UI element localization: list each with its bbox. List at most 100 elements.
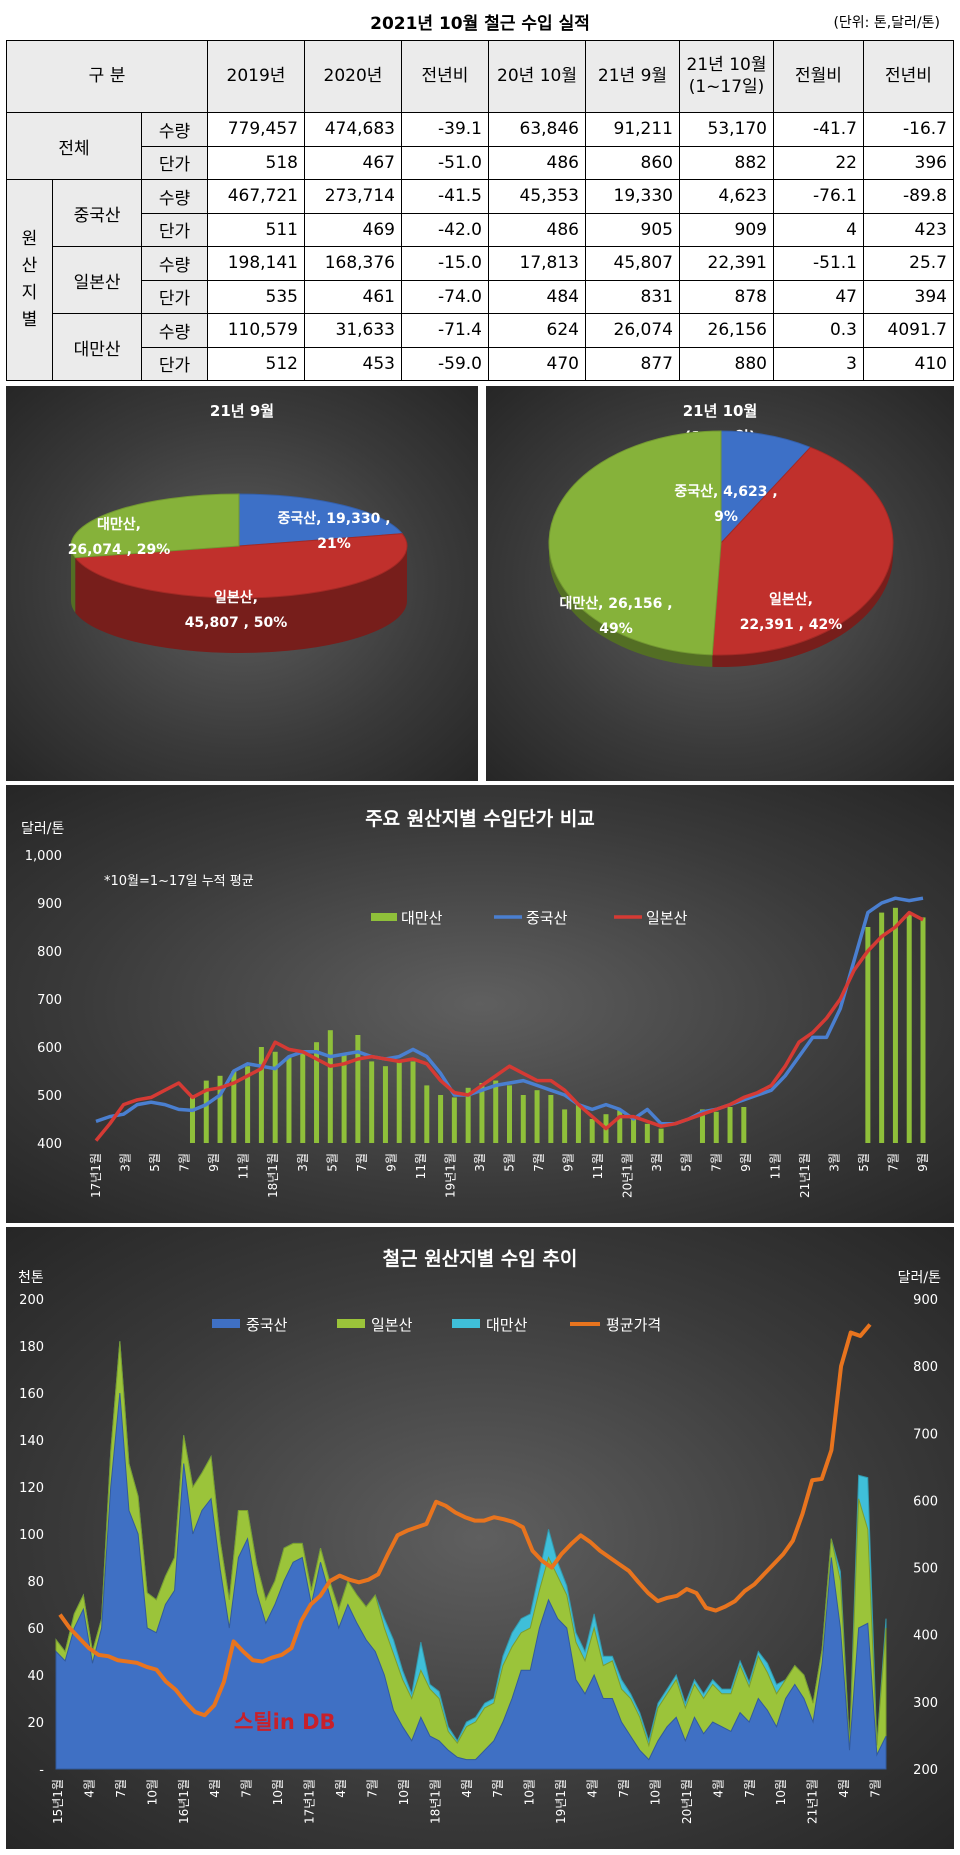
row-metric: 단가 (141, 212, 208, 247)
pie-value-대만산: 49% (599, 621, 633, 637)
pie-slice-중국산 (720, 430, 812, 545)
trend-legend-swatch (212, 1319, 240, 1328)
pie-slice-side-대만산 (71, 546, 76, 613)
import-trend-chart: 철근 원산지별 수입 추이 천톤 달러/톤 - 20 40 60 80 100 120 140 160… (6, 1227, 954, 1849)
pie-label-대만산: 대만산, (97, 516, 141, 533)
table-cell: 53,170 (679, 112, 774, 147)
trend-xtick: 10월 (523, 1779, 537, 1805)
table-cell: 394 (863, 279, 954, 314)
vert-char: 별 (21, 310, 38, 331)
trend-ytick-left: 100 (19, 1528, 44, 1543)
trend-xtick: 7월 (114, 1779, 128, 1798)
table-cell: 26,156 (679, 313, 774, 348)
table-cell: 453 (304, 346, 402, 381)
price-xtick: 7월 (355, 1153, 369, 1172)
price-bar-대만산 (465, 1087, 471, 1143)
price-bar-대만산 (589, 1119, 595, 1143)
table-cell: 26,074 (585, 313, 680, 348)
table-header-row: 구 분 2019년 2020년 전년비 20년 10월 21년 9월 21년 1… (6, 40, 954, 113)
trend-xtick: 19년1월 (554, 1779, 568, 1824)
trend-xtick: 10월 (397, 1779, 411, 1805)
price-xtick: 7월 (178, 1153, 192, 1172)
table-cell: 467,721 (207, 179, 305, 214)
price-bar-대만산 (727, 1107, 733, 1143)
table-cell: 486 (488, 212, 586, 247)
row-origin-total: 전체 (5, 112, 143, 180)
row-metric: 수량 (141, 246, 208, 281)
trend-ylabel-left: 천톤 (18, 1270, 44, 1286)
table-cell: -71.4 (401, 313, 489, 348)
price-xtick: 11월 (414, 1153, 428, 1179)
header-col: 전월비 (773, 40, 864, 113)
price-bar-대만산 (438, 1095, 444, 1143)
price-bar-대만산 (245, 1066, 251, 1143)
trend-xtick: 7월 (491, 1779, 505, 1798)
price-bar-대만산 (617, 1109, 623, 1143)
table-cell: -41.5 (401, 179, 489, 214)
table-cell: 45,353 (488, 179, 586, 214)
row-metric: 단가 (141, 145, 208, 180)
price-ylabel: 달러/톤 (21, 821, 64, 837)
trend-xtick: 7월 (743, 1779, 757, 1798)
table-cell: 467 (304, 145, 402, 180)
table-cell: 779,457 (207, 112, 305, 147)
price-xtick: 21년1월 (798, 1153, 812, 1198)
table-cell: 512 (207, 346, 305, 381)
trend-xtick: 4월 (334, 1779, 348, 1798)
trend-xtick: 7월 (365, 1779, 379, 1798)
price-ytick: 500 (37, 1089, 62, 1104)
table-cell: 909 (679, 212, 774, 247)
price-bar-대만산 (258, 1047, 264, 1143)
price-xtick: 9월 (739, 1153, 753, 1172)
table-cell: 511 (207, 212, 305, 247)
header-col: 21년 9월 (585, 40, 680, 113)
table-cell: 198,141 (207, 246, 305, 281)
price-line-일본산 (94, 910, 924, 1142)
trend-xtick: 4월 (837, 1779, 851, 1798)
price-xtick: 3월 (119, 1153, 133, 1172)
trend-xtick: 4월 (586, 1779, 600, 1798)
vert-char: 산 (21, 255, 38, 276)
table-cell: 882 (679, 145, 774, 180)
table-cell: -89.8 (863, 179, 954, 214)
price-bar-대만산 (906, 912, 912, 1143)
table-cell: 461 (304, 279, 402, 314)
pie-label-일본산: 일본산, (214, 589, 258, 606)
pie-label-일본산: 일본산, (769, 591, 813, 608)
table-cell: 4,623 (679, 179, 774, 214)
price-bar-대만산 (865, 927, 871, 1143)
trend-xtick: 4월 (711, 1779, 725, 1798)
price-bar-대만산 (272, 1051, 278, 1143)
trend-ytick-right: 700 (913, 1427, 938, 1442)
price-xtick: 3월 (827, 1153, 841, 1172)
table-cell: 45,807 (585, 246, 680, 281)
trend-legend-swatch (337, 1319, 365, 1328)
row-metric: 단가 (141, 346, 208, 381)
price-xtick: 9월 (384, 1153, 398, 1172)
trend-xtick: 10월 (271, 1779, 285, 1805)
price-bar-대만산 (203, 1080, 209, 1143)
price-bar-대만산 (507, 1085, 512, 1143)
watermark-logo: 스틸in DB (234, 1710, 336, 1734)
price-xtick: 7월 (532, 1153, 546, 1172)
pie-slice-side-일본산 (712, 543, 893, 667)
trend-xtick: 7월 (240, 1779, 254, 1798)
trend-xtick: 16년1월 (177, 1779, 191, 1824)
trend-xtick: 18년1월 (428, 1779, 442, 1824)
price-xtick: 11월 (768, 1153, 782, 1179)
row-origin: 일본산 (51, 246, 143, 314)
table-cell: 17,813 (488, 246, 586, 281)
row-metric: 수량 (141, 313, 208, 348)
pie-value-일본산: 45,807 , 50% (185, 615, 288, 631)
price-xtick: 5월 (857, 1153, 871, 1172)
trend-xtick: 10월 (648, 1779, 662, 1805)
price-xtick: 7월 (886, 1153, 900, 1172)
price-bar-대만산 (644, 1123, 650, 1143)
price-xtick: 9월 (562, 1153, 576, 1172)
trend-xtick: 20년1월 (680, 1779, 694, 1824)
trend-line-평균가격 (58, 1323, 872, 1718)
table-cell: 469 (304, 212, 402, 247)
pie-slice-일본산 (711, 446, 894, 656)
